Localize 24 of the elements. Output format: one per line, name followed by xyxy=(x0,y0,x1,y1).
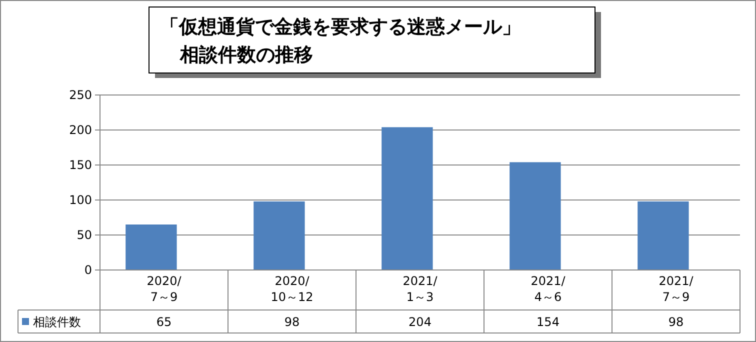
x-tick-label: 2020/ 10～12 xyxy=(270,274,314,304)
chart-title: 「仮想通貨で金銭を要求する迷惑メール」 xyxy=(160,16,521,38)
data-label: 98 xyxy=(284,315,300,329)
chart-subtitle: 相談件数の推移 xyxy=(179,44,313,66)
x-tick-label: 2021/ 4～6 xyxy=(530,274,566,304)
y-tick-label: 200 xyxy=(69,123,92,137)
y-tick-label: 50 xyxy=(76,228,92,242)
y-tick-label: 150 xyxy=(69,158,92,172)
y-tick-label: 100 xyxy=(69,193,92,207)
bar xyxy=(638,201,689,270)
data-label: 65 xyxy=(156,315,172,329)
bar xyxy=(254,201,305,270)
bar xyxy=(510,162,561,270)
y-tick-label: 250 xyxy=(69,88,92,102)
data-label: 154 xyxy=(536,315,560,329)
bar xyxy=(126,224,177,270)
x-tick-label: 2020/ 7～9 xyxy=(146,274,182,304)
legend-label: 相談件数 xyxy=(33,315,81,329)
bar xyxy=(382,127,433,270)
data-label: 98 xyxy=(668,315,684,329)
data-label: 204 xyxy=(408,315,432,329)
x-tick-label: 2021/ 1～3 xyxy=(402,274,438,304)
y-tick-label: 0 xyxy=(84,263,92,277)
x-tick-label: 2021/ 7～9 xyxy=(658,274,694,304)
